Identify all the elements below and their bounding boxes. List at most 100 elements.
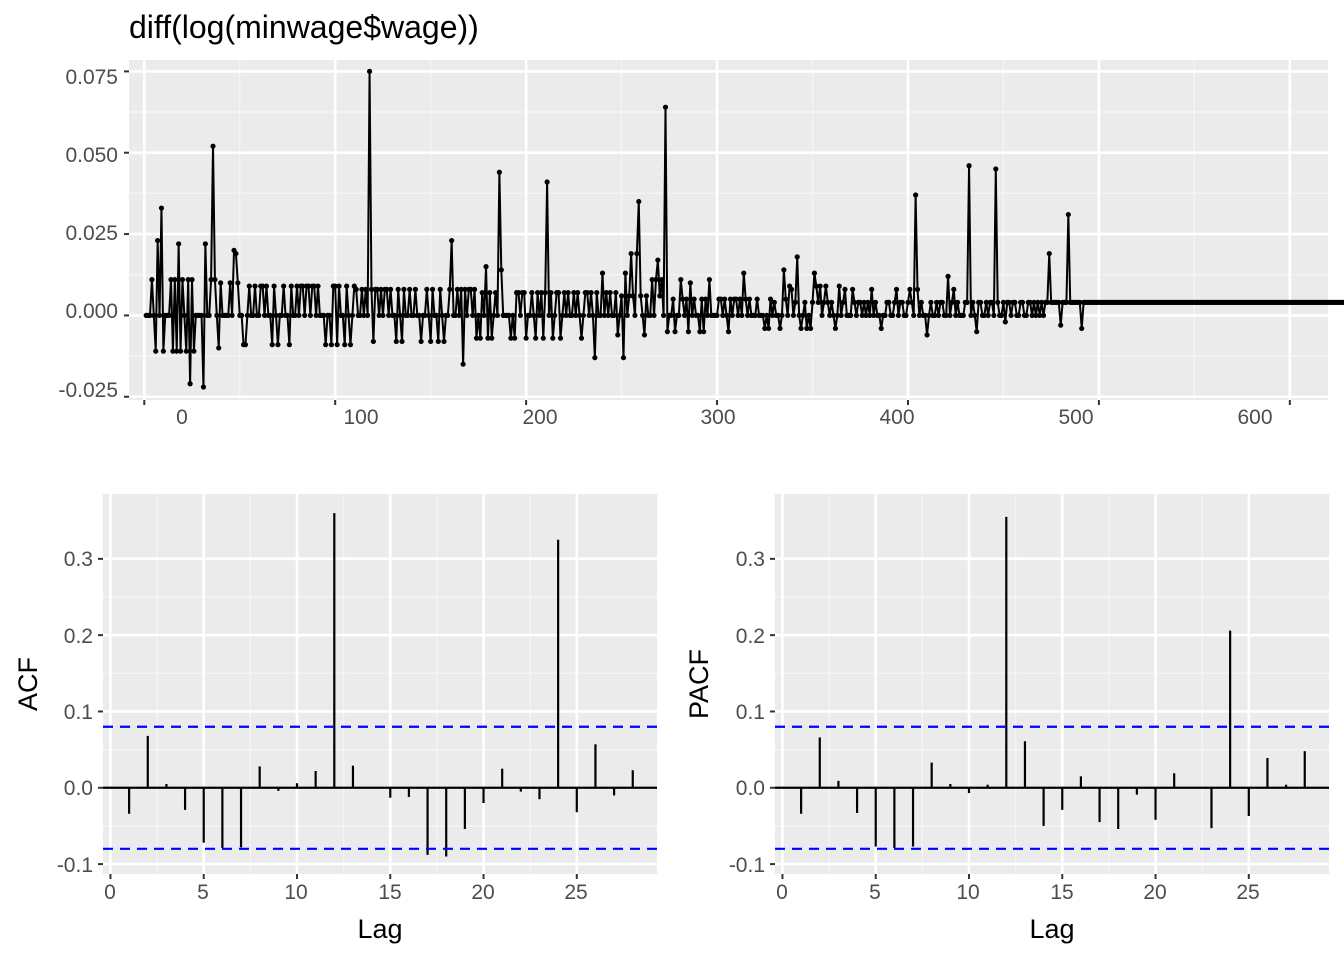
data-point bbox=[533, 335, 539, 341]
data-point bbox=[636, 198, 642, 205]
data-point bbox=[842, 286, 848, 292]
data-point bbox=[393, 338, 399, 345]
acf-x-tick-label: 10 bbox=[284, 881, 307, 904]
data-point bbox=[153, 348, 159, 354]
data-point bbox=[1012, 299, 1018, 305]
data-point bbox=[832, 325, 839, 332]
pacf-x-tick-label: 5 bbox=[869, 881, 881, 904]
data-point bbox=[628, 250, 634, 257]
data-point bbox=[279, 312, 285, 319]
acf-x-tick-label: 25 bbox=[564, 881, 587, 904]
acf-y-tick-label: 0.1 bbox=[64, 701, 93, 724]
data-point bbox=[718, 296, 724, 302]
data-point bbox=[794, 254, 800, 260]
data-point bbox=[781, 267, 787, 273]
data-point bbox=[977, 299, 984, 305]
data-point bbox=[725, 329, 732, 335]
data-point bbox=[1027, 299, 1033, 305]
pacf-x-tick-label: 15 bbox=[1050, 881, 1073, 904]
data-point bbox=[561, 290, 567, 296]
data-point bbox=[573, 312, 579, 319]
data-point bbox=[626, 293, 632, 299]
data-point bbox=[800, 312, 806, 319]
data-point bbox=[418, 338, 424, 345]
data-point bbox=[743, 296, 749, 302]
data-point bbox=[853, 312, 860, 319]
data-point bbox=[924, 332, 930, 338]
data-point bbox=[200, 384, 207, 390]
data-point bbox=[1046, 250, 1052, 257]
data-point bbox=[685, 329, 692, 335]
data-point bbox=[292, 312, 298, 319]
data-point bbox=[260, 283, 266, 289]
data-point bbox=[985, 312, 991, 319]
data-point bbox=[332, 283, 338, 289]
data-point bbox=[302, 312, 308, 319]
pacf-y-tick-label: -0.1 bbox=[729, 854, 765, 877]
data-point bbox=[1033, 312, 1039, 319]
data-point bbox=[662, 104, 669, 110]
data-point bbox=[477, 335, 483, 341]
data-point bbox=[594, 290, 600, 296]
data-point bbox=[922, 312, 928, 319]
data-point bbox=[416, 312, 422, 319]
data-point bbox=[271, 283, 277, 289]
data-point bbox=[471, 286, 478, 292]
data-point bbox=[252, 283, 258, 289]
data-point bbox=[172, 277, 178, 283]
data-point bbox=[775, 312, 781, 319]
data-point bbox=[483, 264, 489, 270]
data-point bbox=[246, 283, 252, 289]
acf-y-tick-label: -0.1 bbox=[57, 854, 93, 877]
data-point bbox=[638, 293, 644, 299]
data-point bbox=[575, 290, 581, 296]
data-point bbox=[964, 299, 970, 305]
data-point bbox=[1037, 312, 1043, 319]
data-point bbox=[1077, 299, 1083, 305]
data-point bbox=[578, 335, 585, 341]
data-point bbox=[174, 348, 180, 354]
ts-x-tick-label: 500 bbox=[1058, 406, 1093, 429]
data-point bbox=[733, 296, 739, 302]
ts-x-tick-label: 200 bbox=[522, 406, 557, 429]
data-point bbox=[918, 299, 924, 305]
data-point bbox=[603, 290, 609, 296]
data-point bbox=[659, 277, 665, 283]
data-point bbox=[326, 312, 333, 319]
data-point bbox=[811, 270, 818, 276]
data-point bbox=[328, 342, 334, 348]
data-point bbox=[872, 299, 879, 305]
data-point bbox=[202, 241, 208, 247]
data-point bbox=[916, 312, 923, 319]
data-point bbox=[641, 332, 648, 338]
data-point bbox=[557, 335, 564, 341]
data-point bbox=[584, 290, 590, 296]
data-point bbox=[170, 348, 176, 354]
data-point bbox=[510, 312, 516, 319]
data-point bbox=[437, 286, 443, 292]
data-point bbox=[410, 312, 417, 319]
data-point bbox=[590, 312, 596, 319]
data-point bbox=[1039, 299, 1045, 305]
data-point bbox=[470, 312, 476, 319]
data-point bbox=[378, 286, 384, 292]
data-point bbox=[697, 329, 703, 335]
data-point bbox=[655, 257, 661, 263]
data-point bbox=[744, 312, 751, 319]
data-point bbox=[456, 312, 462, 319]
data-point bbox=[788, 286, 795, 292]
acf-x-tick-label: 5 bbox=[197, 881, 209, 904]
data-point bbox=[284, 312, 291, 319]
data-point bbox=[945, 273, 951, 279]
data-point bbox=[359, 286, 365, 292]
acf-y-axis: -0.1 0.0 0.1 0.2 0.3 bbox=[57, 548, 93, 877]
ts-y-tick-label: 0.075 bbox=[65, 66, 118, 89]
data-point bbox=[893, 286, 900, 292]
data-point bbox=[1008, 312, 1014, 319]
data-point bbox=[185, 277, 191, 283]
data-point bbox=[668, 312, 674, 319]
data-point bbox=[370, 338, 376, 345]
data-point bbox=[286, 342, 292, 348]
data-point bbox=[699, 296, 705, 302]
data-point bbox=[235, 280, 241, 286]
